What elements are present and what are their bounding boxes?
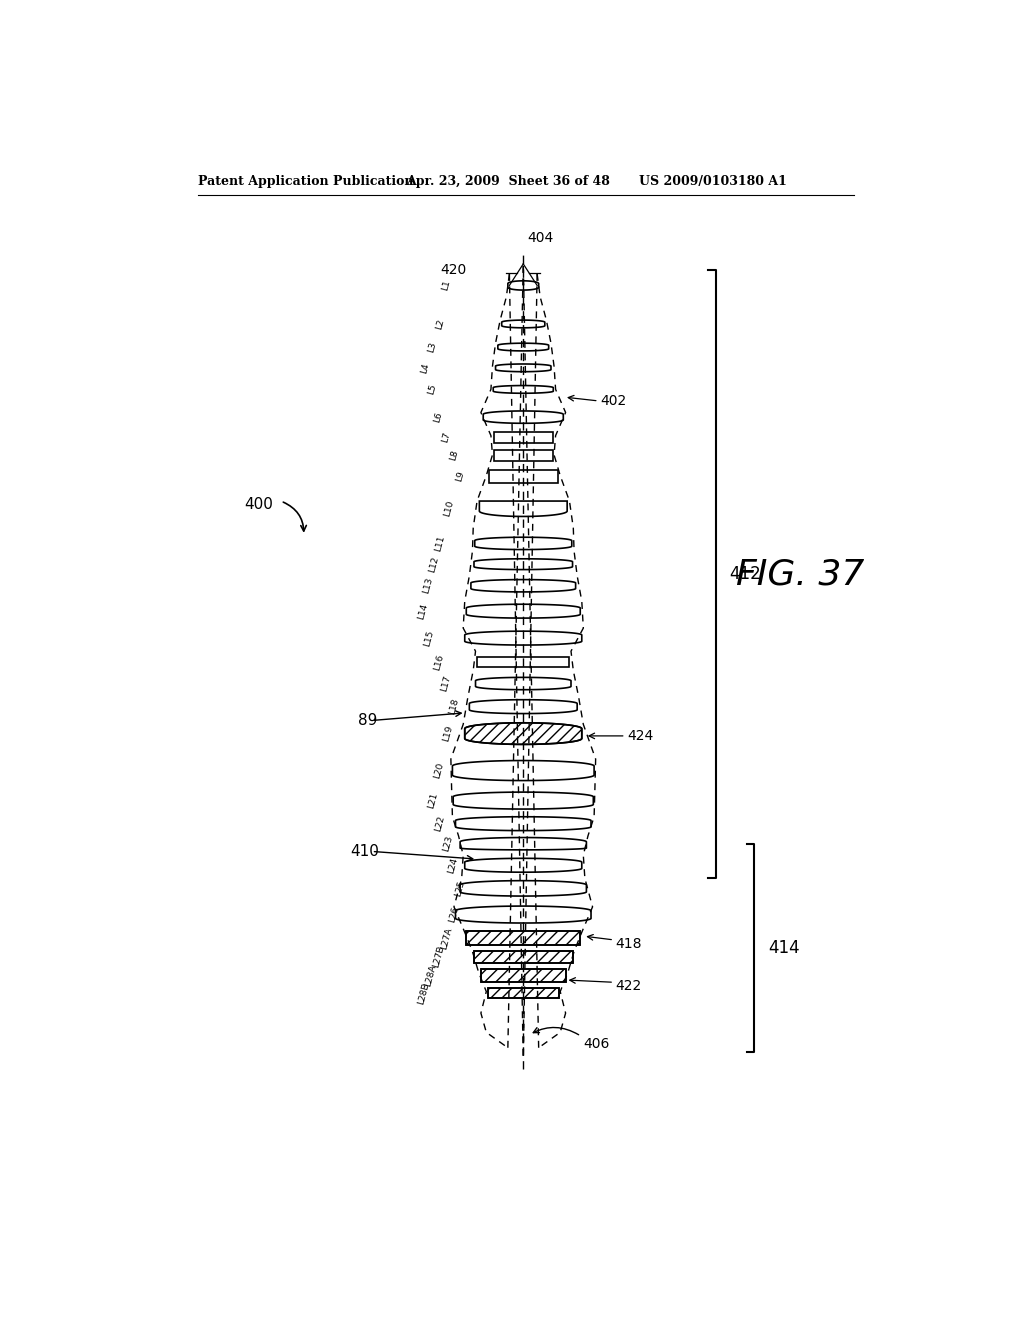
Text: L3: L3 — [427, 341, 438, 354]
Text: 406: 406 — [584, 1038, 609, 1051]
Text: L18: L18 — [447, 697, 461, 715]
Text: L27A: L27A — [439, 927, 454, 950]
Bar — [487, 987, 559, 998]
Text: L21: L21 — [426, 792, 439, 809]
Text: 89: 89 — [357, 713, 377, 729]
Text: L9: L9 — [455, 470, 466, 483]
Text: Apr. 23, 2009  Sheet 36 of 48: Apr. 23, 2009 Sheet 36 of 48 — [407, 176, 610, 189]
Bar — [494, 450, 553, 461]
Text: L14: L14 — [417, 602, 430, 620]
Text: L28B: L28B — [416, 981, 430, 1005]
Text: L20: L20 — [432, 762, 445, 780]
Text: L12: L12 — [427, 556, 440, 573]
Text: L19: L19 — [441, 725, 455, 743]
Text: L25: L25 — [454, 879, 467, 898]
Text: L15: L15 — [423, 628, 436, 647]
Text: L1: L1 — [440, 279, 452, 292]
Text: L17: L17 — [439, 675, 453, 693]
Text: L23: L23 — [441, 834, 455, 853]
Bar — [488, 470, 558, 483]
Text: L6: L6 — [433, 411, 444, 424]
Text: L26: L26 — [447, 906, 461, 924]
Text: L2: L2 — [434, 318, 445, 330]
Text: L10: L10 — [442, 499, 456, 517]
Bar — [477, 656, 569, 668]
Text: 418: 418 — [615, 937, 642, 950]
Bar — [494, 432, 553, 442]
Text: L27B: L27B — [431, 945, 445, 969]
Bar — [466, 932, 581, 945]
Text: L8: L8 — [449, 449, 460, 462]
Text: 404: 404 — [527, 231, 553, 246]
Text: FIG. 37: FIG. 37 — [736, 557, 864, 591]
Text: 414: 414 — [768, 939, 800, 957]
Text: 424: 424 — [628, 729, 653, 743]
Bar — [466, 932, 581, 945]
Text: L5: L5 — [427, 383, 438, 396]
Text: 412: 412 — [730, 565, 762, 583]
Text: 402: 402 — [600, 393, 627, 408]
Text: Patent Application Publication: Patent Application Publication — [199, 176, 414, 189]
Text: 420: 420 — [440, 263, 467, 277]
Text: L24: L24 — [446, 857, 459, 874]
Text: L13: L13 — [421, 577, 434, 595]
Text: L11: L11 — [433, 535, 446, 553]
Bar — [487, 987, 559, 998]
Bar — [481, 969, 565, 982]
Text: L28A: L28A — [424, 964, 438, 987]
Text: 400: 400 — [244, 498, 273, 512]
Text: 410: 410 — [350, 843, 379, 859]
Bar — [474, 950, 572, 964]
Text: 422: 422 — [615, 979, 642, 993]
Bar — [481, 969, 565, 982]
Text: L4: L4 — [419, 362, 430, 374]
Text: L7: L7 — [440, 430, 452, 444]
Text: L16: L16 — [432, 653, 445, 671]
Bar — [474, 950, 572, 964]
Text: L22: L22 — [433, 814, 446, 833]
Text: US 2009/0103180 A1: US 2009/0103180 A1 — [639, 176, 786, 189]
